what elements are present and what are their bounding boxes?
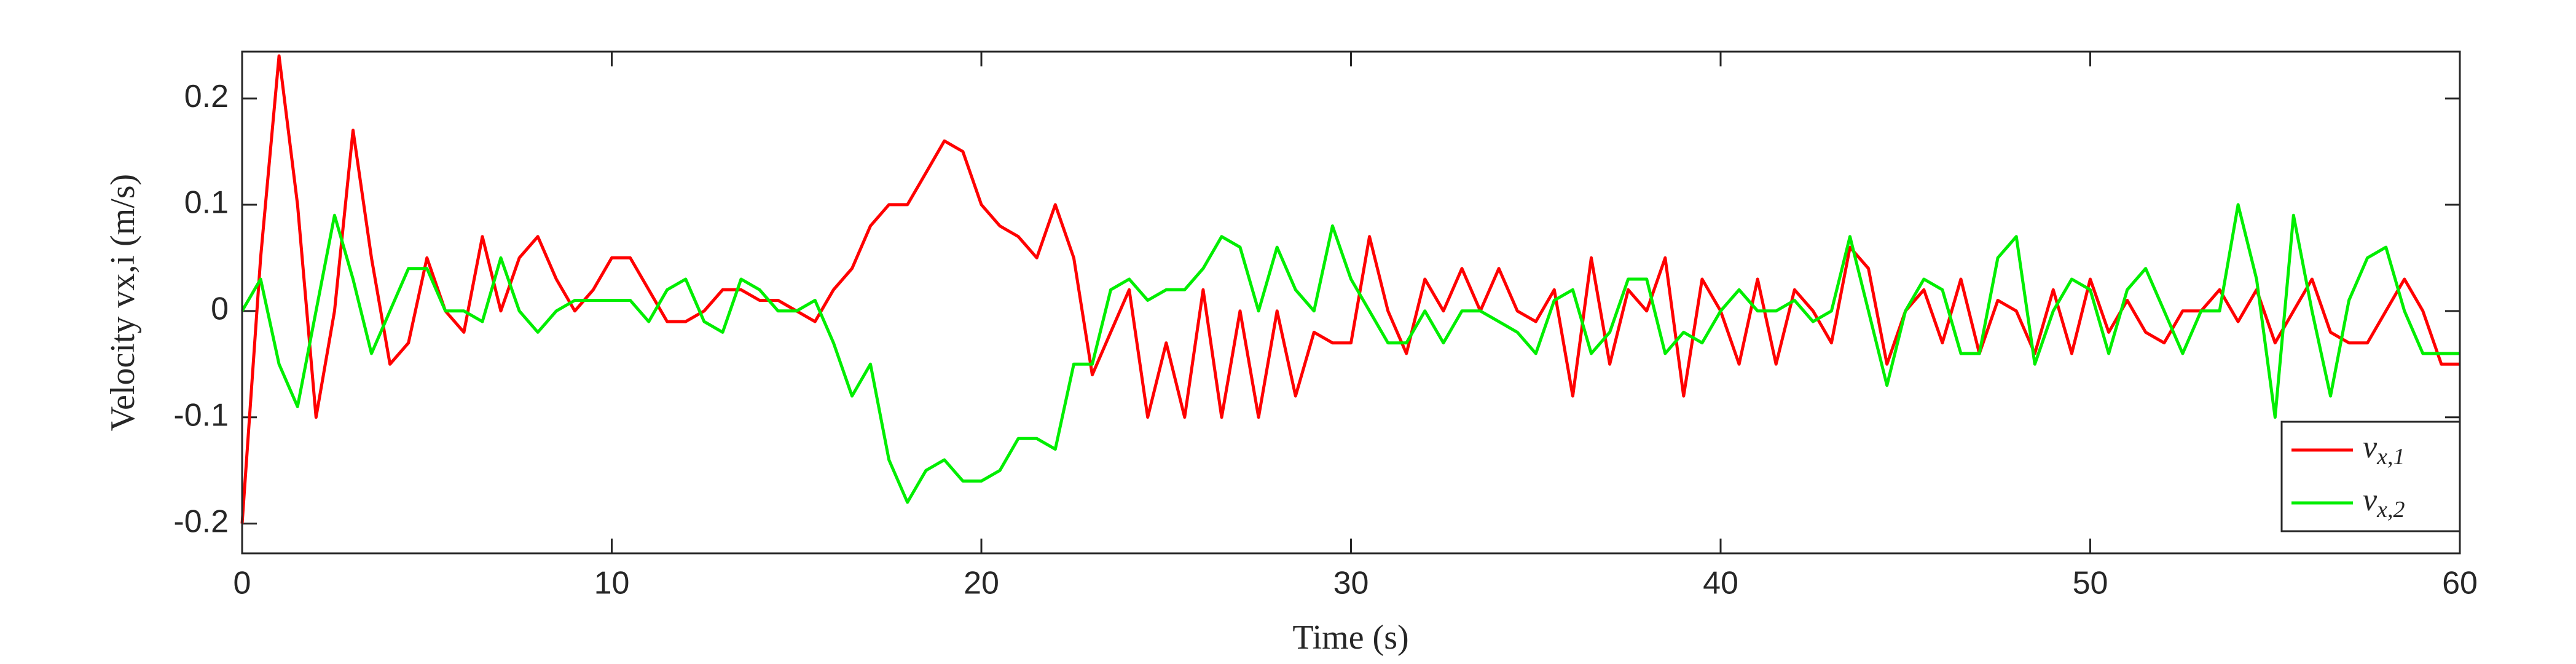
x-tick-label: 30	[1333, 566, 1369, 601]
y-tick-label: 0.1	[184, 185, 229, 221]
legend-label: vx,2	[2363, 483, 2405, 523]
x-tick-label: 40	[1703, 566, 1738, 601]
plot-area	[242, 52, 2460, 553]
y-axis-label: Velocity vx,i (m/s)	[104, 174, 142, 431]
y-tick-label: 0	[211, 291, 229, 327]
y-tick-label: -0.1	[173, 397, 229, 433]
y-tick-label: 0.2	[184, 79, 229, 114]
data-line	[240, 54, 2460, 524]
y-tick-label: -0.2	[173, 504, 229, 539]
x-tick-label: 50	[2073, 566, 2108, 601]
x-tick-label: 10	[594, 566, 630, 601]
x-tick-label: 20	[964, 566, 999, 601]
legend-label: vx,1	[2363, 430, 2405, 470]
legend-box	[2280, 421, 2461, 532]
x-tick-label: 60	[2442, 566, 2478, 601]
x-tick-label: 0	[234, 566, 251, 601]
data-line	[240, 203, 2460, 504]
x-axis-label: Time (s)	[1292, 619, 1408, 657]
axes-box	[241, 50, 2461, 555]
